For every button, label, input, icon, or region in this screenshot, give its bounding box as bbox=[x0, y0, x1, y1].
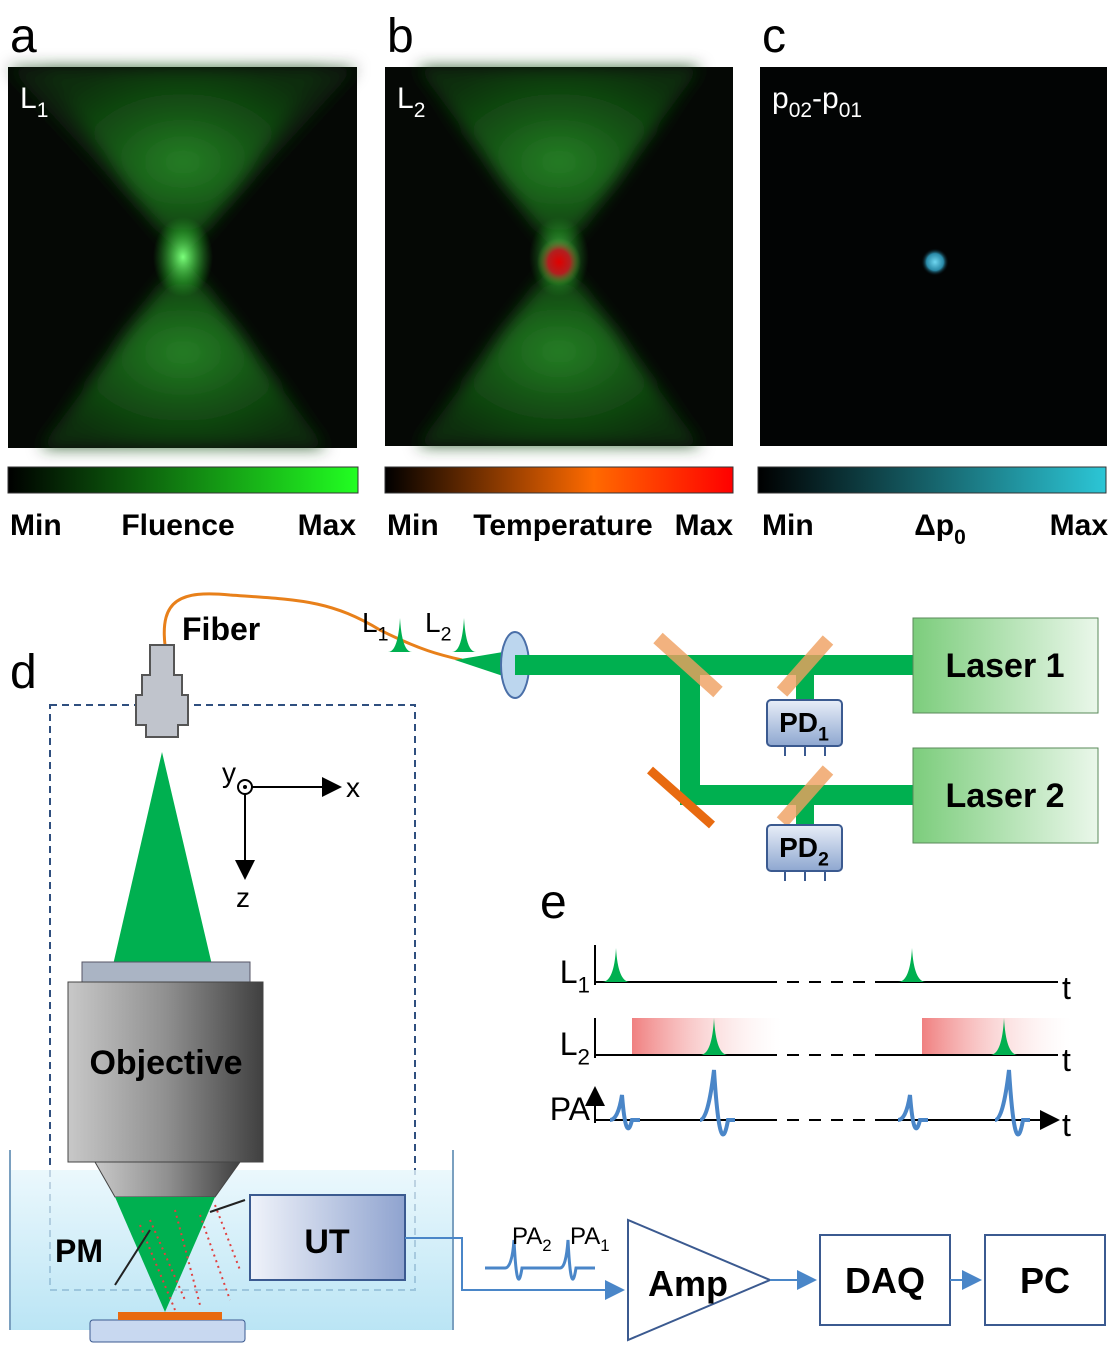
subscript: 1 bbox=[578, 973, 590, 998]
colorbar-max: Max bbox=[298, 509, 357, 542]
colorbar-name: Temperature bbox=[473, 509, 653, 542]
panel-letter: a bbox=[10, 10, 37, 63]
colorbar bbox=[8, 467, 358, 493]
time-axis-label: t bbox=[1062, 1042, 1071, 1078]
shape bbox=[922, 1018, 1072, 1055]
shape bbox=[700, 1070, 735, 1134]
colorbar-min: Min bbox=[10, 509, 62, 542]
subscript: 1 bbox=[818, 723, 829, 745]
figure: aL1MinFluenceMaxbL2MinTemperatureMaxcp02… bbox=[0, 0, 1117, 1347]
shape bbox=[610, 1095, 640, 1128]
colorbar-name: Δp0 bbox=[914, 509, 966, 549]
transducer-label: UT bbox=[304, 1223, 350, 1261]
subscript: 1 bbox=[600, 1236, 609, 1255]
shape bbox=[921, 248, 949, 276]
label-text: PA bbox=[512, 1223, 542, 1250]
pressure-map bbox=[760, 67, 1107, 446]
subscript: 01 bbox=[839, 99, 862, 122]
label-text: p bbox=[772, 82, 789, 115]
subscript: 1 bbox=[37, 99, 49, 122]
colorbar-name: Fluence bbox=[121, 509, 234, 542]
colorbar-max: Max bbox=[675, 509, 734, 542]
label-text: PA bbox=[570, 1223, 600, 1250]
temperature-map bbox=[385, 67, 733, 446]
shape bbox=[537, 238, 581, 286]
axis-label: y bbox=[222, 757, 236, 788]
subscript: 0 bbox=[954, 526, 966, 549]
signal-label: PA1 bbox=[570, 1223, 610, 1255]
panel-letter: c bbox=[762, 10, 786, 63]
axis-label: z bbox=[236, 882, 250, 913]
mirror-label: PM bbox=[55, 1233, 103, 1269]
shape bbox=[90, 1320, 245, 1342]
shape bbox=[153, 217, 213, 297]
laser-label: Laser 2 bbox=[945, 777, 1064, 815]
shape bbox=[243, 785, 247, 789]
panel-letter: b bbox=[387, 10, 414, 63]
time-axis-label: t bbox=[1062, 970, 1071, 1006]
shape bbox=[610, 1070, 1030, 1134]
pulse-label: L2 bbox=[425, 607, 451, 645]
subscript: 2 bbox=[414, 99, 426, 122]
colorbar-min: Min bbox=[762, 509, 814, 542]
fluence-map bbox=[8, 67, 357, 448]
colorbar-max: Max bbox=[1050, 509, 1109, 542]
subscript: 1 bbox=[378, 623, 389, 645]
row-label: L1 bbox=[560, 954, 590, 998]
label-text: L bbox=[20, 82, 37, 115]
colorbar bbox=[385, 467, 733, 493]
label-text: -p bbox=[812, 82, 839, 115]
objective-label: Objective bbox=[89, 1044, 242, 1082]
label-text: L bbox=[362, 607, 378, 638]
amplifier-label: Amp bbox=[648, 1263, 728, 1304]
shape bbox=[136, 645, 188, 737]
shape bbox=[898, 1095, 928, 1128]
label-text: PD bbox=[779, 832, 818, 863]
subscript: 2 bbox=[578, 1045, 590, 1070]
optics bbox=[10, 594, 1105, 1342]
label-text: L bbox=[560, 1026, 578, 1062]
subscript: 2 bbox=[542, 1236, 551, 1255]
label-text: L bbox=[425, 607, 441, 638]
row-label: L2 bbox=[560, 1026, 590, 1070]
panel-letter: d bbox=[10, 646, 37, 699]
daq-label: DAQ bbox=[845, 1260, 925, 1301]
label-text: Δp bbox=[914, 509, 954, 542]
shape bbox=[118, 1312, 222, 1320]
row-label: PA bbox=[550, 1091, 591, 1127]
pc-label: PC bbox=[1020, 1260, 1070, 1301]
label-text: L bbox=[397, 82, 414, 115]
pulse-label: L1 bbox=[362, 607, 388, 645]
axis-label: x bbox=[346, 772, 360, 803]
shape bbox=[82, 962, 250, 982]
timing-diagram bbox=[595, 945, 1072, 1134]
shape bbox=[113, 752, 212, 965]
panel-letter: e bbox=[540, 876, 567, 929]
colorbar-min: Min bbox=[387, 509, 439, 542]
subscript: 2 bbox=[818, 848, 829, 870]
shape bbox=[95, 1162, 240, 1197]
label-text: PD bbox=[779, 707, 818, 738]
shape bbox=[515, 655, 915, 675]
shape bbox=[995, 1070, 1030, 1134]
laser-label: Laser 1 bbox=[945, 647, 1064, 685]
shape bbox=[632, 1018, 782, 1055]
colorbar bbox=[758, 467, 1106, 493]
signal-label: PA2 bbox=[512, 1223, 552, 1255]
fiber-label: Fiber bbox=[182, 611, 260, 647]
time-axis-label: t bbox=[1062, 1107, 1071, 1143]
subscript: 2 bbox=[441, 623, 452, 645]
subscript: 02 bbox=[789, 99, 812, 122]
label-text: L bbox=[560, 954, 578, 990]
